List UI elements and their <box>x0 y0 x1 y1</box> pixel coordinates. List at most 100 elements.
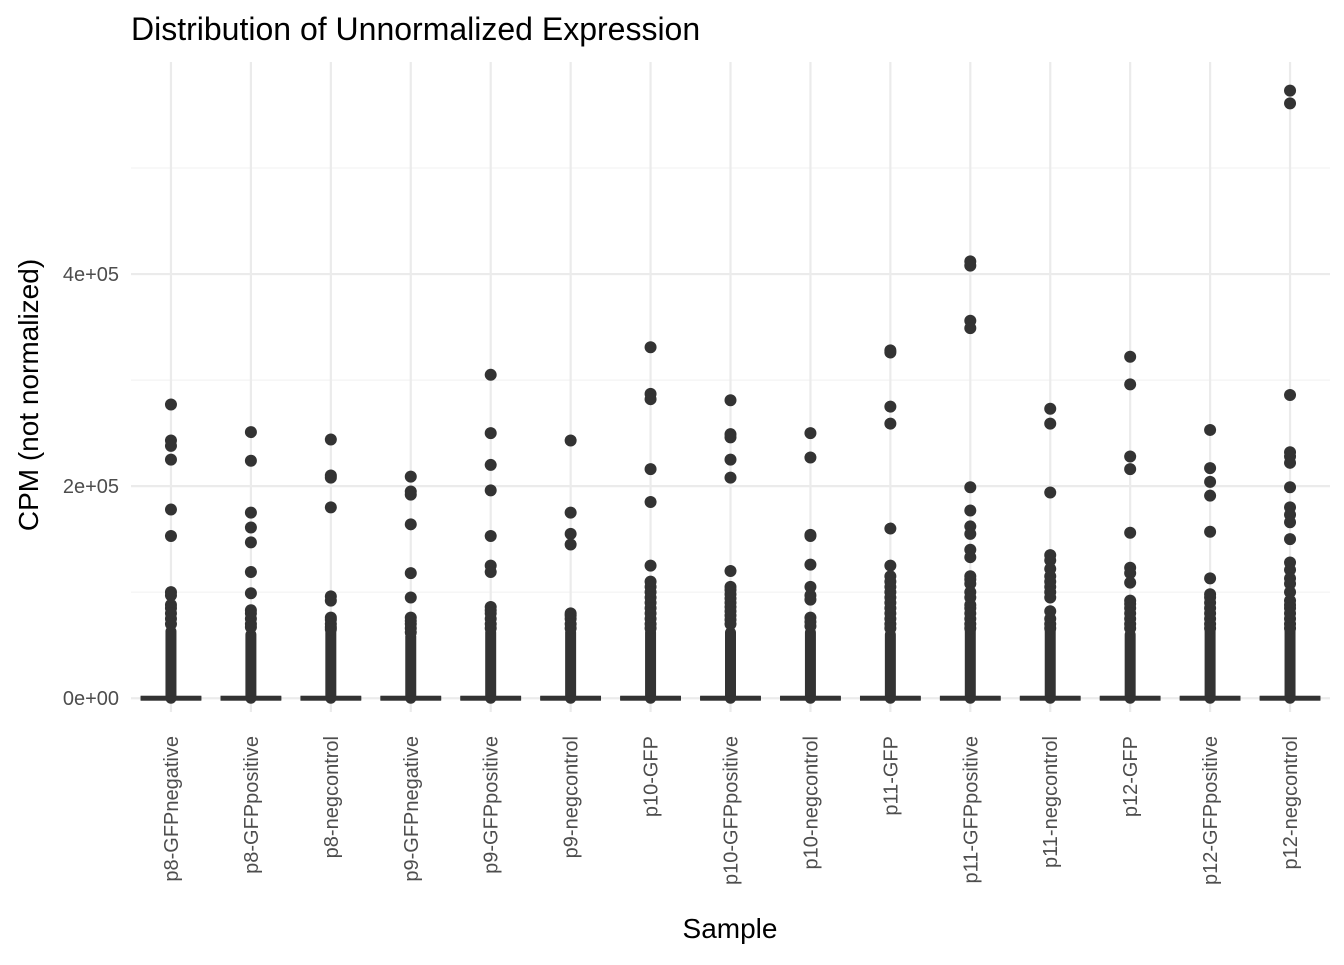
outlier-point <box>1124 526 1137 539</box>
outlier-point <box>884 346 897 359</box>
outlier-point <box>484 458 497 471</box>
outlier-point <box>804 620 817 633</box>
outlier-point <box>404 488 417 501</box>
outlier-point <box>1044 554 1057 567</box>
outlier-point <box>1044 486 1057 499</box>
x-tick-label: p10-GFPpositive <box>721 736 743 885</box>
x-tick-label: p8-GFPnegative <box>161 736 183 882</box>
outlier-point <box>1284 481 1297 494</box>
outlier-point <box>884 400 897 413</box>
outlier-point <box>644 393 657 406</box>
y-tick-label: 0e+00 <box>63 688 119 710</box>
outlier-point <box>1204 475 1217 488</box>
outlier-point <box>804 558 817 571</box>
sample-group <box>620 341 681 704</box>
outlier-point <box>1204 572 1217 585</box>
outlier-point <box>724 564 737 577</box>
outlier-point <box>1284 577 1297 590</box>
outlier-point <box>484 368 497 381</box>
outlier-point <box>884 522 897 535</box>
data-marks <box>140 84 1321 704</box>
sample-group <box>1259 84 1321 704</box>
outlier-point <box>644 463 657 476</box>
outlier-point <box>1124 378 1137 391</box>
outlier-point <box>164 503 177 516</box>
outlier-point <box>244 621 257 634</box>
outlier-point <box>644 496 657 509</box>
outlier-point <box>404 626 417 639</box>
outlier-point <box>1124 567 1137 580</box>
outlier-point <box>964 504 977 517</box>
sample-group <box>1019 402 1081 704</box>
outlier-point <box>644 559 657 572</box>
outlier-point <box>164 453 177 466</box>
outlier-point <box>404 518 417 531</box>
x-tick-label: p8-negcontrol <box>321 736 343 858</box>
x-tick-label: p8-GFPpositive <box>241 736 263 874</box>
x-tick-label: p12-negcontrol <box>1280 736 1302 869</box>
outlier-point <box>964 551 977 564</box>
outlier-point <box>324 594 337 607</box>
x-axis-title: Sample <box>683 913 778 944</box>
outlier-point <box>964 322 977 335</box>
x-tick-label: p12-GFPpositive <box>1200 736 1222 885</box>
outlier-point <box>564 527 577 540</box>
outlier-point <box>324 471 337 484</box>
sample-group <box>300 433 362 704</box>
outlier-point <box>244 521 257 534</box>
outlier-point <box>804 427 817 440</box>
outlier-point <box>164 617 177 630</box>
outlier-point <box>324 501 337 514</box>
outlier-point <box>1044 417 1057 430</box>
outlier-point <box>564 434 577 447</box>
sample-group <box>140 398 202 704</box>
outlier-point <box>164 529 177 542</box>
sample-group <box>460 368 522 704</box>
sample-group <box>220 426 282 704</box>
x-tick-label: p10-GFP <box>641 736 663 817</box>
sample-group <box>700 394 761 704</box>
outlier-point <box>724 453 737 466</box>
outlier-point <box>1124 576 1137 589</box>
outlier-point <box>724 394 737 407</box>
sample-group <box>380 470 442 704</box>
outlier-point <box>1284 563 1297 576</box>
outlier-point <box>804 593 817 606</box>
outlier-point <box>564 538 577 551</box>
outlier-point <box>1284 97 1297 110</box>
outlier-point <box>404 591 417 604</box>
outlier-point <box>1044 622 1057 635</box>
outlier-point <box>484 622 497 635</box>
outlier-point <box>1204 622 1217 635</box>
outlier-point <box>1044 591 1057 604</box>
outlier-point <box>884 559 897 572</box>
y-tick-label: 2e+05 <box>63 476 119 498</box>
outlier-point <box>1284 622 1297 635</box>
outlier-point <box>964 259 977 272</box>
outlier-point <box>484 529 497 542</box>
outlier-point <box>164 589 177 602</box>
x-tick-label: p9-negcontrol <box>561 736 583 858</box>
outlier-point <box>1284 456 1297 469</box>
outlier-point <box>244 506 257 519</box>
outlier-point <box>244 536 257 549</box>
outlier-point <box>644 341 657 354</box>
outlier-point <box>484 427 497 440</box>
outlier-point <box>964 527 977 540</box>
outlier-point <box>964 622 977 635</box>
outlier-point <box>724 617 737 630</box>
outlier-point <box>484 484 497 497</box>
x-tick-label: p9-GFPnegative <box>401 736 423 882</box>
chart-title: Distribution of Unnormalized Expression <box>131 11 700 47</box>
outlier-point <box>404 470 417 483</box>
outlier-point <box>724 471 737 484</box>
outlier-point <box>164 398 177 411</box>
x-tick-label: p10-negcontrol <box>800 736 822 869</box>
y-tick-label: 4e+05 <box>63 264 119 286</box>
sample-group <box>1179 423 1241 704</box>
outlier-point <box>1204 489 1217 502</box>
outlier-point <box>564 622 577 635</box>
